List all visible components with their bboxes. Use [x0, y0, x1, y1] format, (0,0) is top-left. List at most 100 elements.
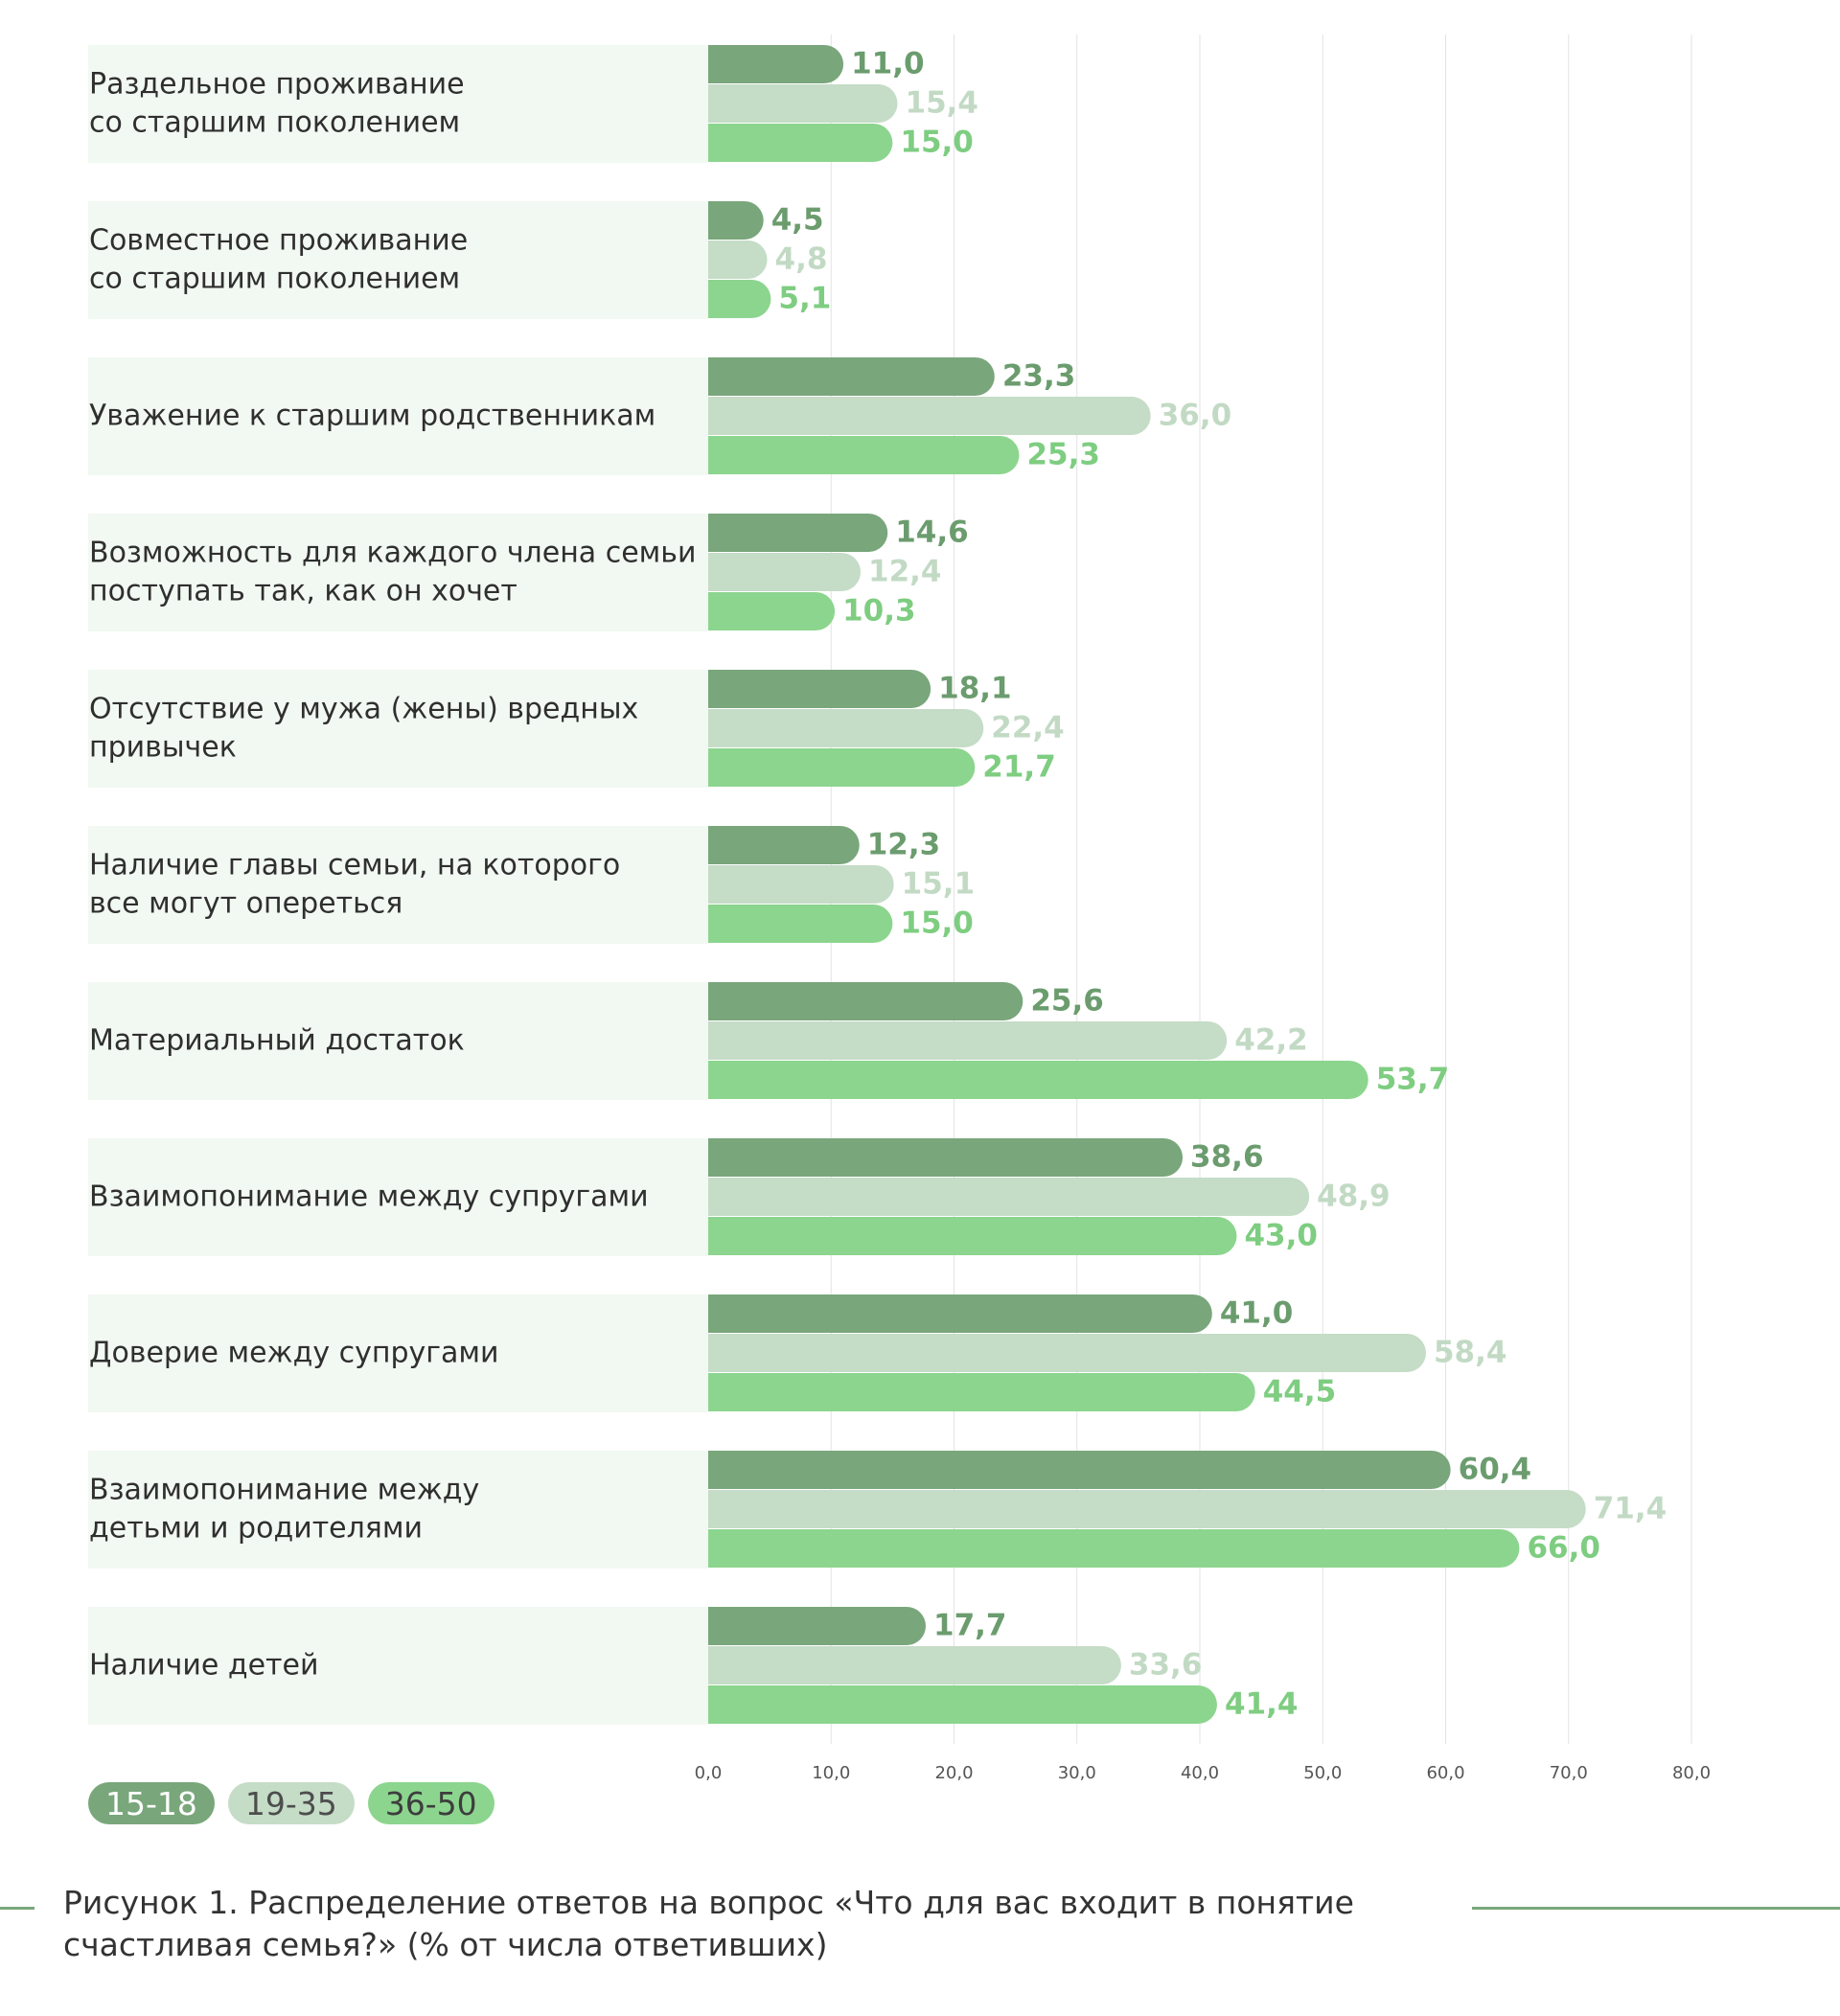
value-label-36-50: 53,7	[1376, 1063, 1450, 1097]
x-tick-label: 20,0	[934, 1763, 973, 1783]
value-label-19-35: 15,4	[906, 86, 979, 121]
category-panel	[88, 201, 708, 319]
category-panel	[88, 670, 708, 788]
bar-36-50	[708, 592, 836, 630]
x-tick-label: 10,0	[812, 1763, 850, 1783]
value-label-36-50: 10,3	[842, 594, 916, 629]
category-panel	[88, 1451, 708, 1569]
value-label-19-35: 36,0	[1159, 399, 1232, 433]
category-label: Наличие главы семьи, на которого все могу…	[89, 848, 620, 920]
category-label: Раздельное проживание со старшим поколени…	[89, 67, 465, 139]
value-label-36-50: 21,7	[982, 750, 1056, 785]
bar-36-50	[708, 124, 893, 162]
legend-item-36-50: 36-50	[367, 1782, 494, 1824]
value-label-19-35: 58,4	[1434, 1336, 1507, 1370]
value-label-15-18: 18,1	[938, 672, 1012, 706]
value-label-15-18: 25,6	[1030, 984, 1104, 1019]
value-label-19-35: 71,4	[1594, 1492, 1668, 1526]
x-tick-label: 30,0	[1058, 1763, 1096, 1783]
legend-label-36-50: 36-50	[384, 1784, 477, 1822]
value-label-15-18: 14,6	[895, 515, 969, 550]
value-label-36-50: 25,3	[1026, 438, 1100, 472]
bar-19-35	[708, 1021, 1228, 1060]
category-panel	[88, 357, 708, 475]
caption-rule-right	[1472, 1907, 1840, 1910]
category-label: Уважение к старшим родственникам	[89, 399, 656, 432]
bar-15-18	[708, 826, 860, 864]
value-label-15-18: 11,0	[851, 47, 925, 81]
legend-label-19-35: 19-35	[244, 1784, 337, 1822]
legend-label-15-18: 15-18	[105, 1784, 197, 1822]
bar-36-50	[708, 748, 976, 787]
category-label: Отсутствие у мужа (жены) вредных привычек	[89, 692, 638, 764]
value-label-19-35: 12,4	[868, 555, 942, 589]
bar-15-18	[708, 1294, 1212, 1333]
value-label-15-18: 38,6	[1190, 1140, 1264, 1175]
category-label: Доверие между супругами	[89, 1336, 499, 1369]
value-label-19-35: 4,8	[775, 242, 828, 277]
value-label-36-50: 66,0	[1527, 1531, 1600, 1566]
x-tick-label: 60,0	[1426, 1763, 1464, 1783]
figure-caption: Рисунок 1. Распределение ответов на вопр…	[63, 1884, 1354, 1963]
value-label-36-50: 41,4	[1225, 1687, 1299, 1722]
chart-legend: 15-18 19-35 36-50	[88, 1782, 494, 1824]
category-panel	[88, 1294, 708, 1412]
bar-36-50	[708, 1217, 1237, 1255]
bar-19-35	[708, 1646, 1121, 1684]
value-label-36-50: 43,0	[1244, 1219, 1318, 1253]
value-label-15-18: 41,0	[1220, 1296, 1294, 1331]
category-panel	[88, 982, 708, 1100]
value-label-19-35: 22,4	[991, 711, 1065, 745]
bar-19-35	[708, 241, 768, 279]
category-label: Совместное проживание со старшим поколени…	[89, 223, 468, 295]
value-label-19-35: 42,2	[1234, 1023, 1308, 1058]
bar-36-50	[708, 280, 771, 318]
value-label-36-50: 15,0	[900, 906, 974, 941]
legend-item-19-35: 19-35	[227, 1782, 355, 1824]
legend-item-15-18: 15-18	[88, 1782, 215, 1824]
value-label-15-18: 12,3	[867, 828, 941, 862]
bar-36-50	[708, 1685, 1217, 1724]
bar-15-18	[708, 1607, 927, 1645]
bar-15-18	[708, 45, 844, 83]
bar-15-18	[708, 670, 932, 708]
value-label-15-18: 4,5	[771, 203, 824, 238]
value-label-19-35: 48,9	[1317, 1180, 1391, 1214]
caption-rule-left	[0, 1907, 34, 1910]
category-label: Наличие детей	[89, 1648, 318, 1682]
bar-19-35	[708, 1490, 1586, 1528]
category-panel	[88, 1607, 708, 1725]
value-label-15-18: 23,3	[1002, 359, 1076, 394]
x-tick-label: 80,0	[1672, 1763, 1711, 1783]
x-tick-label: 70,0	[1550, 1763, 1588, 1783]
bar-15-18	[708, 1138, 1184, 1177]
category-label: Взаимопонимание между детьми и родителями	[89, 1473, 479, 1545]
value-label-36-50: 15,0	[900, 126, 974, 160]
bar-chart: Раздельное проживание со старшим поколени…	[88, 34, 1711, 1783]
bar-36-50	[708, 1061, 1368, 1099]
category-label: Возможность для каждого члена семьи посту…	[89, 536, 697, 607]
x-tick-label: 40,0	[1181, 1763, 1219, 1783]
bar-19-35	[708, 84, 898, 123]
bar-19-35	[708, 1334, 1426, 1372]
bar-15-18	[708, 201, 764, 240]
value-label-15-18: 17,7	[933, 1609, 1006, 1643]
value-label-36-50: 44,5	[1263, 1375, 1337, 1409]
category-panel	[88, 1138, 708, 1256]
bar-36-50	[708, 1529, 1520, 1568]
category-panel	[88, 45, 708, 163]
bar-19-35	[708, 1178, 1310, 1216]
bar-15-18	[708, 982, 1024, 1020]
value-label-36-50: 5,1	[778, 282, 831, 316]
bar-36-50	[708, 1373, 1255, 1411]
category-label: Материальный достаток	[89, 1023, 465, 1057]
bar-19-35	[708, 553, 862, 591]
x-tick-label: 0,0	[695, 1763, 723, 1783]
value-label-15-18: 60,4	[1459, 1453, 1532, 1487]
bar-19-35	[708, 709, 984, 747]
bar-15-18	[708, 357, 995, 396]
category-label: Взаимопонимание между супругами	[89, 1180, 649, 1213]
category-panel	[88, 514, 708, 631]
value-label-19-35: 15,1	[902, 867, 976, 902]
bar-36-50	[708, 436, 1020, 474]
